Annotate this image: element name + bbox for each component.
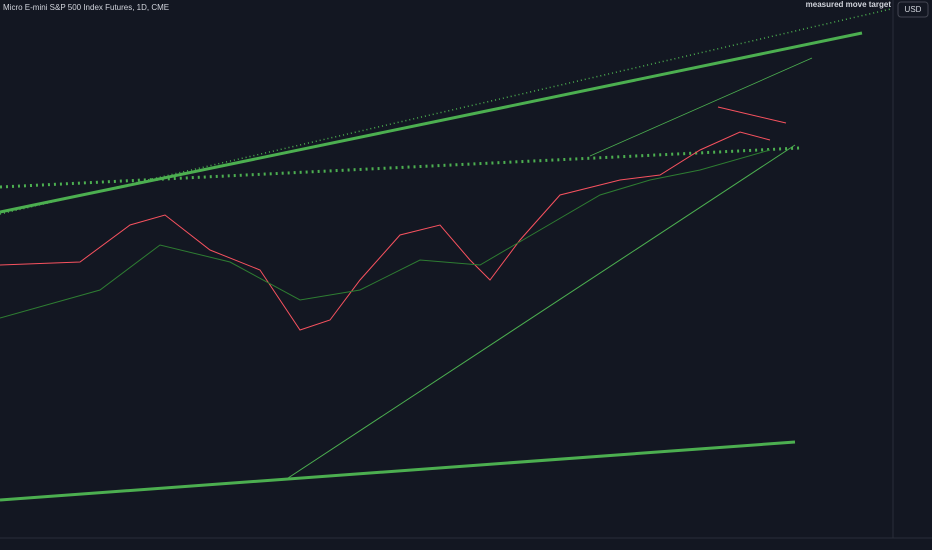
currency-button[interactable]: [897, 1, 929, 18]
chart-title: Micro E-mini S&P 500 Index Futures, 1D, …: [3, 3, 169, 12]
trend-line: [717, 106, 787, 124]
price-scale: [893, 0, 932, 550]
currency[interactable]: USD: [905, 5, 922, 14]
drawings: [0, 0, 931, 502]
trend-line-dotted: [0, 146, 801, 189]
annotation: measured move target: [806, 0, 892, 9]
trend-line: [0, 31, 863, 214]
moving-average: [0, 131, 771, 331]
channel-line: [589, 57, 813, 157]
trend-line: [0, 440, 796, 502]
channel-line: [284, 144, 796, 481]
moving-average: [0, 149, 771, 319]
